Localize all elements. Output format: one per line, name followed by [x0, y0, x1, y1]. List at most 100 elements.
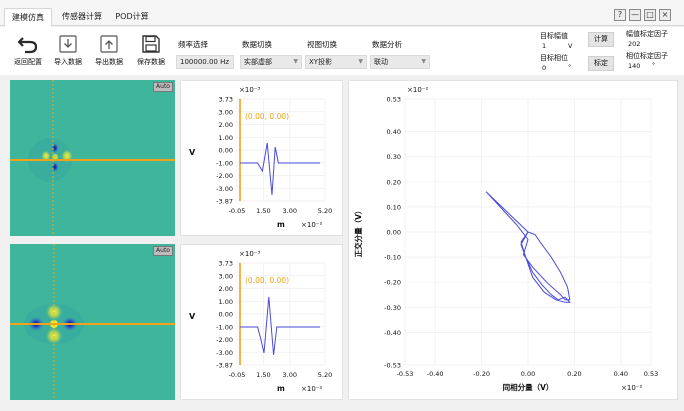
y-tick-label: 2.00: [219, 285, 233, 293]
xy-projection-svg: ×10⁻²0.530.400.300.200.100.00-0.10-0.20-…: [353, 86, 658, 392]
y-tick-label: -0.30: [384, 304, 401, 312]
data-analysis-select[interactable]: 联动 ▼: [370, 55, 430, 69]
tab-modeling-simulation[interactable]: 建模仿真: [4, 8, 52, 27]
y-tick-label: 2.00: [219, 121, 233, 129]
view-switch-label: 视图切换: [307, 40, 337, 49]
chevron-down-icon: ▼: [293, 58, 298, 65]
field-heatmap-bottom: [10, 244, 175, 400]
cursor-annotation: (0.00, 0.00): [245, 276, 289, 285]
save-icon: [142, 35, 160, 53]
x-tick-label: 1.50: [256, 207, 270, 215]
field-image-top[interactable]: Auto: [10, 80, 175, 236]
frequency-select-label: 频率选择: [178, 40, 208, 49]
maximize-button[interactable]: □: [644, 9, 656, 21]
x-tick-label: -0.40: [427, 370, 444, 378]
y-tick-label: 3.73: [219, 96, 233, 104]
data-switch-value: 实部虚部: [244, 58, 272, 66]
y-tick-label: -0.20: [384, 279, 401, 287]
cursor-annotation: (0.00, 0.00): [245, 112, 289, 121]
phase-factor-unit: °: [652, 61, 656, 69]
tab-bar: 建模仿真 传感器计算 POD计算 ? — □ ×: [0, 0, 684, 27]
back-arrow-icon: [17, 37, 38, 54]
y-tick-label: -1.00: [216, 159, 233, 167]
profile-line: [240, 296, 320, 356]
import-icon: [59, 35, 77, 53]
y-tick-label: -0.40: [384, 329, 401, 337]
x-tick-label: -0.05: [229, 207, 246, 215]
y-tick-label: 0.00: [387, 229, 401, 237]
x-axis-label: m: [277, 384, 285, 393]
chevron-down-icon: ▼: [421, 58, 426, 65]
x-tick-label: -0.20: [473, 370, 490, 378]
y-tick-label: 3.73: [219, 260, 233, 268]
toolbar: 返回配置 导入数据 导出数据 保存数据 频率选择 100000.00 Hz 数据…: [0, 27, 684, 75]
x-exponent-label: ×10⁻²: [301, 221, 322, 229]
frequency-value: 100000.00 Hz: [180, 58, 230, 66]
save-data-button[interactable]: 保存数据: [129, 34, 173, 72]
tab-pod-calculation[interactable]: POD计算: [115, 12, 149, 21]
y-axis-label: 正交分量（V）: [353, 207, 363, 258]
x-axis-label: 同相分量（V）: [503, 382, 554, 392]
field-image-bottom[interactable]: Auto: [10, 244, 175, 400]
target-phase-unit: °: [568, 63, 572, 71]
y-tick-label: 3.00: [219, 272, 233, 280]
data-switch-select[interactable]: 实部虚部 ▼: [240, 55, 302, 69]
minimize-button[interactable]: —: [629, 9, 641, 21]
y-axis-label: V: [189, 148, 196, 157]
x-tick-label: 0.53: [644, 370, 658, 378]
frequency-select[interactable]: 100000.00 Hz: [176, 55, 234, 69]
import-data-label: 导入数据: [54, 58, 82, 66]
xy-projection-plot[interactable]: ×10⁻² 0.53 0.40 0.30 0.20 0.10 0.00 -0.10 -0.20-…: [348, 80, 678, 400]
amplitude-factor-label: 幅值标定因子: [626, 30, 668, 38]
x-exponent-label: ×10⁻²: [621, 384, 642, 392]
data-switch-label: 数据切换: [242, 40, 272, 49]
y-tick-label: 0.00: [219, 147, 233, 155]
auto-scale-button-bottom[interactable]: Auto: [153, 246, 173, 256]
data-analysis-label: 数据分析: [372, 40, 402, 49]
target-amplitude-label: 目标幅值: [540, 32, 568, 40]
close-button[interactable]: ×: [659, 9, 671, 21]
target-phase-label: 目标相位: [540, 54, 568, 62]
y-tick-label: 0.20: [387, 178, 401, 186]
export-data-button[interactable]: 导出数据: [87, 34, 131, 72]
calibrate-button[interactable]: 标定: [588, 56, 614, 71]
phase-factor-label: 相位标定因子: [626, 52, 668, 60]
y-tick-label: -2.00: [216, 172, 233, 180]
y-tick-label: -3.00: [216, 349, 233, 357]
y-tick-label: 3.00: [219, 108, 233, 116]
y-tick-label: 1.00: [219, 134, 233, 142]
y-tick-label: 0.53: [387, 96, 401, 104]
view-switch-select[interactable]: XY投影 ▼: [305, 55, 367, 69]
target-phase-value[interactable]: 0: [542, 64, 547, 72]
y-tick-label: -3.87: [216, 362, 233, 370]
y-exponent-label: ×10⁻³: [239, 250, 260, 258]
field-heatmap-top: [10, 80, 175, 236]
help-button[interactable]: ?: [614, 9, 626, 21]
import-data-button[interactable]: 导入数据: [46, 34, 90, 72]
calculate-button[interactable]: 计算: [588, 32, 614, 47]
x-tick-label: 3.00: [283, 207, 297, 215]
xy-trajectory-line: [485, 191, 571, 303]
y-tick-label: 0.10: [387, 203, 401, 211]
y-exponent-label: ×10⁻³: [239, 86, 260, 94]
chevron-down-icon: ▼: [358, 58, 363, 65]
back-config-button[interactable]: 返回配置: [6, 34, 50, 72]
x-tick-label: 0.00: [521, 370, 535, 378]
y-tick-label: -0.53: [384, 362, 401, 370]
auto-scale-button-top[interactable]: Auto: [153, 82, 173, 92]
profile-line: [240, 142, 320, 196]
x-tick-label: 3.00: [283, 371, 297, 379]
line-profile-svg-bottom: ×10⁻³ V 3.73 3.00 2.00 1.00 0.00 -1.00 -2.00 -3.0…: [189, 250, 332, 393]
y-tick-label: 1.00: [219, 298, 233, 306]
y-tick-label: 0.30: [387, 153, 401, 161]
line-profile-plot-top[interactable]: ×10⁻³ V 3.73 3.00 2.00 1.00 0.00 -1.00 -2.00 -3.0…: [180, 80, 343, 236]
line-profile-plot-bottom[interactable]: ×10⁻³ V 3.73 3.00 2.00 1.00 0.00 -1.00 -2.00 -3.0…: [180, 244, 343, 400]
y-tick-label: 0.00: [219, 311, 233, 319]
x-tick-label: 0.20: [567, 370, 581, 378]
phase-factor-value: 140: [628, 62, 641, 70]
tab-sensor-calculation[interactable]: 传感器计算: [62, 12, 102, 21]
export-data-label: 导出数据: [95, 58, 123, 66]
x-tick-label: 5.20: [318, 207, 332, 215]
x-axis-label: m: [277, 220, 285, 229]
target-amplitude-value[interactable]: 1: [542, 42, 547, 50]
